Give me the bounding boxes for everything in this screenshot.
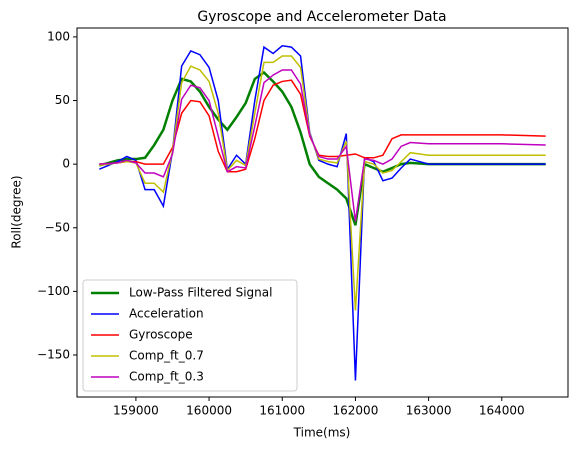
legend-label: Gyroscope — [129, 328, 193, 342]
y-tick-label: 0 — [62, 157, 70, 171]
series-line — [99, 55, 546, 311]
x-tick-label: 161000 — [259, 404, 305, 418]
x-tick-label: 160000 — [186, 404, 232, 418]
series-line — [99, 79, 546, 173]
y-tick-label: −50 — [45, 220, 70, 234]
legend-label: Comp_ft_0.3 — [129, 370, 204, 384]
x-tick-label: 164000 — [479, 404, 525, 418]
series-line — [98, 70, 546, 226]
y-tick-label: 50 — [55, 93, 70, 107]
chart-title: Gyroscope and Accelerometer Data — [197, 9, 446, 25]
x-tick-label: 163000 — [406, 404, 452, 418]
legend-label: Comp_ft_0.7 — [129, 349, 204, 363]
y-tick-label: 100 — [47, 29, 70, 43]
y-tick-label: −150 — [37, 348, 70, 362]
x-axis-label: Time(ms) — [293, 426, 351, 440]
series-line — [99, 69, 546, 222]
x-tick-label: 159000 — [113, 404, 159, 418]
legend: Low-Pass Filtered Signal Acceleration Gyro… — [82, 279, 298, 392]
y-tick-label: −100 — [37, 284, 70, 298]
series-line — [99, 45, 546, 381]
x-tick-label: 162000 — [333, 404, 379, 418]
legend-label: Acceleration — [129, 307, 204, 321]
y-axis-label: Roll(degree) — [10, 175, 24, 248]
legend-label: Low-Pass Filtered Signal — [129, 286, 272, 300]
legend-box — [82, 279, 298, 392]
plot-frame — [76, 27, 569, 398]
